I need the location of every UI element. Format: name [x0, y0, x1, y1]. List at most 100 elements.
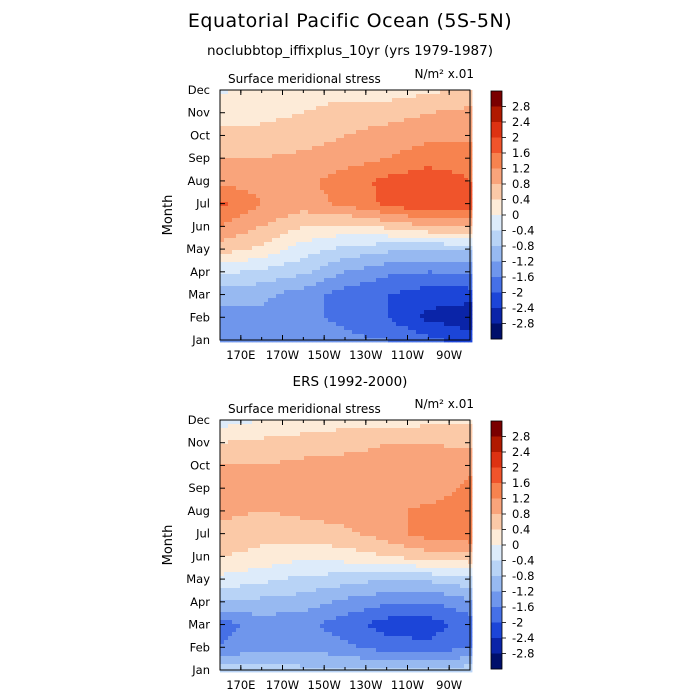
heatmap-cell: [372, 146, 377, 151]
heatmap-cell: [396, 94, 401, 99]
heatmap-cell: [304, 238, 309, 243]
heatmap-cell: [456, 118, 461, 123]
heatmap-cell: [396, 186, 401, 191]
heatmap-cell: [232, 226, 237, 231]
heatmap-cell: [388, 146, 393, 151]
heatmap-cell: [220, 424, 225, 429]
heatmap-cell: [368, 110, 373, 115]
heatmap-cell: [456, 322, 461, 327]
heatmap-cell: [272, 238, 277, 243]
heatmap-cell: [440, 322, 445, 327]
heatmap-cell: [252, 298, 257, 303]
heatmap-cell: [308, 138, 313, 143]
heatmap-cell: [264, 286, 269, 291]
heatmap-cell: [368, 214, 373, 219]
heatmap-cell: [228, 298, 233, 303]
heatmap-cell: [252, 154, 257, 159]
heatmap-cell: [296, 302, 301, 307]
heatmap-cell: [248, 114, 253, 119]
heatmap-cell: [224, 98, 229, 103]
heatmap-cell: [260, 282, 265, 287]
heatmap-cell: [444, 286, 449, 291]
heatmap-cell: [220, 198, 225, 203]
heatmap-cell: [392, 118, 397, 123]
heatmap-cell: [408, 146, 413, 151]
heatmap-cell: [296, 142, 301, 147]
heatmap-cell: [328, 94, 333, 99]
heatmap-cell: [332, 460, 337, 465]
heatmap-cell: [316, 166, 321, 171]
heatmap-cell: [396, 230, 401, 235]
heatmap-cell: [420, 270, 425, 275]
heatmap-cell: [340, 452, 345, 457]
heatmap-cell: [360, 90, 365, 95]
heatmap-cell: [344, 238, 349, 243]
heatmap-cell: [432, 130, 437, 135]
heatmap-cell: [404, 302, 409, 307]
heatmap-cell: [276, 444, 281, 449]
heatmap-cell: [336, 468, 341, 473]
heatmap-cell: [444, 326, 449, 331]
heatmap-cell: [332, 278, 337, 283]
heatmap-cell: [232, 278, 237, 283]
heatmap-cell: [336, 310, 341, 315]
heatmap-cell: [256, 452, 261, 457]
heatmap-cell: [332, 226, 337, 231]
colorbar-swatch: [491, 137, 502, 154]
heatmap-cell: [356, 436, 361, 441]
heatmap-cell: [300, 468, 305, 473]
heatmap-cell: [464, 142, 469, 147]
heatmap-cell: [232, 238, 237, 243]
heatmap-cell: [444, 254, 449, 259]
heatmap-cell: [308, 326, 313, 331]
heatmap-cell: [260, 242, 265, 247]
heatmap-cell: [428, 262, 433, 267]
heatmap-cell: [416, 210, 421, 215]
heatmap-cell: [276, 334, 281, 339]
heatmap-cell: [360, 282, 365, 287]
heatmap-cell: [448, 420, 453, 425]
heatmap-cell: [232, 282, 237, 287]
heatmap-cell: [344, 226, 349, 231]
heatmap-cell: [336, 178, 341, 183]
heatmap-cell: [224, 436, 229, 441]
heatmap-cell: [252, 206, 257, 211]
heatmap-cell: [388, 166, 393, 171]
heatmap-cell: [408, 452, 413, 457]
heatmap-cell: [364, 122, 369, 127]
heatmap-cell: [448, 138, 453, 143]
heatmap-cell: [420, 110, 425, 115]
heatmap-cell: [288, 226, 293, 231]
heatmap-cell: [264, 282, 269, 287]
heatmap-cell: [440, 178, 445, 183]
heatmap-cell: [288, 198, 293, 203]
heatmap-cell: [452, 214, 457, 219]
heatmap-cell: [420, 242, 425, 247]
heatmap-cell: [260, 226, 265, 231]
heatmap-cell: [308, 424, 313, 429]
heatmap-cell: [292, 314, 297, 319]
heatmap-cell: [408, 460, 413, 465]
heatmap-cell: [288, 158, 293, 163]
heatmap-cell: [400, 130, 405, 135]
heatmap-cell: [404, 94, 409, 99]
heatmap-cell: [272, 202, 277, 207]
heatmap-cell: [284, 110, 289, 115]
heatmap-cell: [308, 122, 313, 127]
heatmap-cell: [440, 290, 445, 295]
heatmap-cell: [336, 286, 341, 291]
heatmap-cell: [220, 238, 225, 243]
heatmap-cell: [460, 330, 465, 335]
heatmap-cell: [376, 126, 381, 131]
heatmap-cell: [352, 158, 357, 163]
heatmap-cell: [420, 146, 425, 151]
heatmap-cell: [260, 118, 265, 123]
heatmap-cell: [280, 468, 285, 473]
heatmap-cell: [464, 126, 469, 131]
heatmap-cell: [276, 452, 281, 457]
heatmap-cell: [236, 170, 241, 175]
heatmap-cell: [372, 242, 377, 247]
heatmap-cell: [408, 150, 413, 155]
heatmap-cell: [424, 270, 429, 275]
heatmap-cell: [424, 286, 429, 291]
